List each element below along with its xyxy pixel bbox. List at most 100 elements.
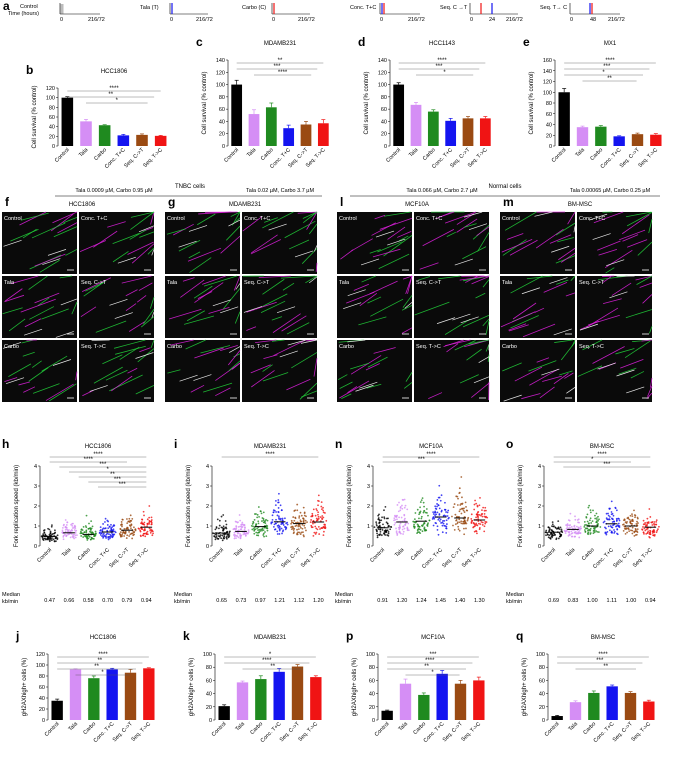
bar-3: [283, 128, 295, 146]
fiber-streak: [271, 339, 285, 342]
data-point: [148, 505, 151, 507]
fiber-image-tile: [500, 276, 575, 338]
panel-label: q: [516, 629, 523, 643]
fiber-streak: [147, 247, 155, 255]
data-point: [484, 521, 487, 523]
significance-stars: *: [101, 670, 104, 676]
data-point: [656, 529, 659, 532]
fiber-streak: [102, 354, 123, 365]
data-point: [623, 519, 626, 521]
data-point: [636, 531, 639, 534]
significance-stars: ****: [93, 452, 103, 458]
fiber-streak: [573, 226, 576, 233]
data-point: [302, 521, 305, 523]
fiber-streak: [83, 280, 107, 297]
data-point: [579, 525, 582, 528]
data-point: [422, 511, 425, 514]
data-point: [121, 518, 124, 521]
data-point: [301, 527, 304, 530]
data-point: [74, 527, 77, 530]
data-point: [618, 526, 621, 529]
data-point: [150, 520, 153, 523]
data-point: [458, 521, 461, 524]
data-point: [277, 501, 279, 504]
data-point: [463, 527, 465, 530]
median-label: Median: [174, 592, 192, 598]
data-point: [146, 530, 149, 533]
fiber-streak: [476, 226, 490, 237]
data-point: [275, 522, 277, 525]
x-tick-label: Seq. T->C: [300, 547, 322, 569]
data-point: [387, 531, 390, 533]
data-point: [464, 521, 466, 523]
data-point: [466, 519, 469, 522]
y-tick-label: 0: [206, 544, 209, 550]
fiber-streak: [418, 276, 431, 281]
fiber-streak: [305, 275, 318, 284]
fiber-streak: [359, 292, 378, 307]
data-point: [631, 513, 633, 516]
timeline-axis-title: Time (hours): [8, 11, 39, 17]
data-point: [476, 532, 478, 535]
data-point: [71, 522, 74, 525]
fiber-streak: [402, 295, 413, 308]
data-point: [585, 516, 588, 518]
data-point: [474, 499, 476, 502]
fiber-streak: [446, 231, 457, 238]
fiber-streak: [624, 340, 651, 359]
chart-title: BM-MSC: [590, 444, 615, 450]
chart-title: BM-MSC: [591, 635, 616, 641]
data-point: [278, 525, 281, 528]
data-point: [649, 516, 652, 518]
fiber-streak: [353, 283, 369, 291]
fiber-streak: [603, 298, 622, 305]
data-point: [61, 529, 64, 532]
data-point: [573, 535, 576, 538]
data-point: [574, 515, 576, 518]
fiber-streak: [276, 306, 296, 314]
fiber-streak: [49, 383, 77, 402]
x-tick-label: Control: [208, 547, 225, 564]
data-point: [296, 528, 298, 531]
data-point: [130, 527, 132, 530]
y-tick-label: 80: [369, 665, 375, 671]
data-point: [93, 534, 96, 537]
data-point: [235, 520, 238, 523]
fiber-streak: [127, 367, 138, 374]
concentration-note: Tala 0.02 µM, Carbo 3.7 µM: [246, 188, 315, 194]
data-point: [48, 528, 51, 531]
data-point: [220, 537, 223, 540]
data-point: [299, 533, 302, 535]
data-point: [554, 526, 557, 529]
data-point: [592, 532, 595, 535]
data-point: [243, 528, 246, 531]
fiber-streak: [500, 311, 536, 328]
bar-1: [399, 683, 412, 720]
data-point: [406, 508, 409, 511]
data-point: [559, 526, 562, 529]
fiber-streak: [187, 247, 222, 262]
significance-stars: ****: [437, 58, 447, 64]
concentration-note: Tala 0.0009 µM, Carbo 0.95 µM: [75, 188, 153, 194]
data-point: [69, 536, 72, 539]
data-point: [551, 533, 554, 536]
data-point: [84, 535, 87, 538]
fiber-streak: [286, 378, 311, 391]
data-point: [613, 529, 615, 531]
data-point: [48, 540, 51, 543]
data-point: [40, 535, 43, 538]
data-point: [317, 504, 319, 507]
timeline-title: Conc. T+C: [350, 5, 376, 11]
y-tick-label: 0: [542, 718, 545, 724]
data-point: [64, 528, 67, 531]
data-point: [643, 527, 646, 530]
y-axis-label: Cell survival (% control): [364, 71, 370, 134]
fiber-streak: [194, 347, 224, 359]
data-point: [321, 518, 324, 521]
data-point: [612, 524, 614, 527]
fiber-streak: [299, 382, 318, 400]
fiber-streak: [340, 249, 354, 260]
significance-stars: ****: [278, 70, 288, 76]
x-tick-label: Control: [211, 721, 228, 738]
